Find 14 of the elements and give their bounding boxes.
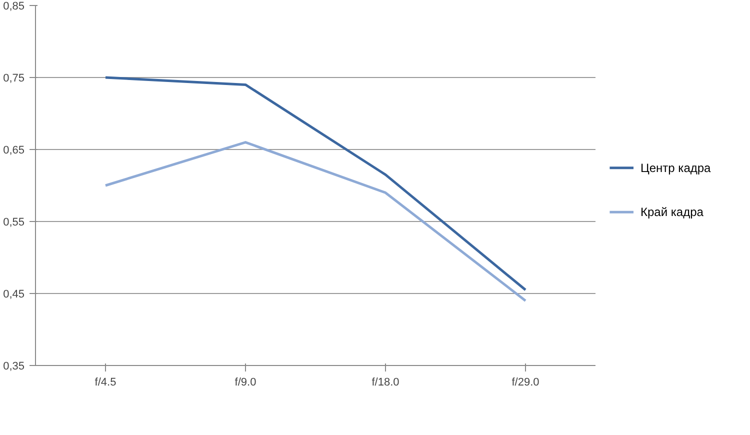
y-tick-label: 0,35 [3,360,25,372]
line-series [104,76,527,292]
y-tick-label: 0,75 [3,72,25,84]
y-tick-label: 0,55 [3,216,25,228]
legend-label: Край кадра [640,205,704,220]
x-tick-label: f/4.5 [94,376,116,388]
x-tick-label: f/9.0 [234,376,256,388]
y-tick-label: 0,45 [3,288,25,300]
legend-label: Центр кадра [640,160,712,175]
y-tick-label: 0,65 [3,144,25,156]
x-tick-label: f/18.0 [372,376,400,388]
line-series [104,141,527,302]
y-tick-label: 0,85 [3,0,25,12]
x-tick-label: f/29.0 [512,376,540,388]
